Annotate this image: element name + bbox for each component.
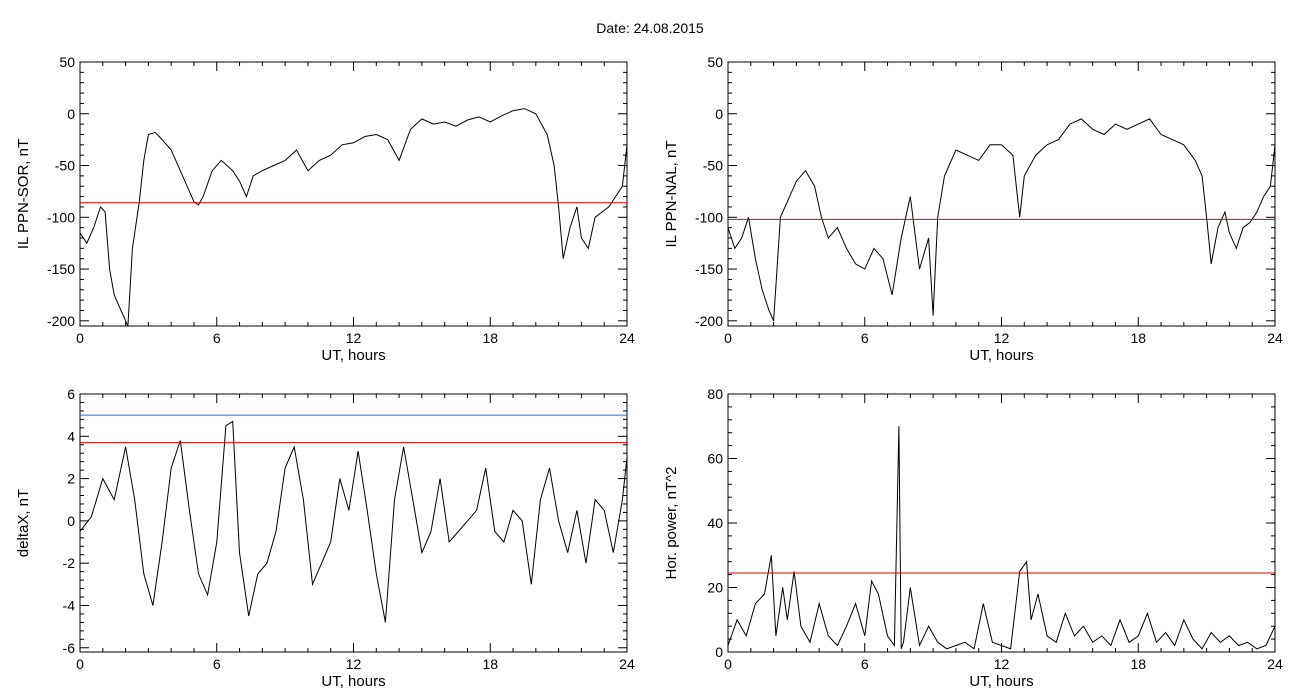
series-line: [80, 420, 627, 623]
x-tick-label: 12: [994, 656, 1010, 672]
series-group: [80, 420, 627, 623]
x-tick-label: 24: [619, 330, 635, 346]
x-tick-label: 6: [861, 330, 869, 346]
y-tick-label: -100: [47, 209, 75, 225]
y-tick-label: 50: [59, 54, 75, 70]
plot-frame: [79, 393, 628, 653]
plot-frame: [79, 61, 628, 327]
x-tick-label: 12: [994, 330, 1010, 346]
y-tick-label: -200: [47, 313, 75, 329]
x-tick-label: 18: [482, 656, 498, 672]
y-tick-label: 20: [707, 580, 723, 596]
series-group: [80, 108, 627, 326]
series-group: [728, 118, 1275, 322]
y-tick-label: -150: [695, 261, 723, 277]
panel-ppn-sor: 0 6 12 18 24 -200 -150 -100 -50 0 50 UT, hours IL PP…: [15, 54, 635, 364]
y-tick-label: 0: [715, 644, 723, 660]
series-line: [728, 426, 1275, 650]
y-tick-label: -50: [55, 158, 75, 174]
x-tick-label: 0: [724, 330, 732, 346]
plot-frame: [727, 393, 1276, 653]
x-tick-label: 0: [724, 656, 732, 672]
x-tick-label: 24: [619, 656, 635, 672]
y-tick-label: -200: [695, 313, 723, 329]
panel-hor-power: 0 6 12 18 24 0 20 40 60 80 UT, hours Hor. power, nT…: [663, 386, 1283, 690]
y-tick-label: 4: [67, 428, 75, 444]
x-axis-label: UT, hours: [321, 347, 385, 364]
x-tick-label: 12: [346, 330, 362, 346]
x-tick-label: 24: [1267, 330, 1283, 346]
page-title: Date: 24.08.2015: [596, 20, 704, 36]
y-tick-label: -150: [47, 261, 75, 277]
x-tick-label: 24: [1267, 656, 1283, 672]
y-tick-label: 40: [707, 515, 723, 531]
y-tick-label: 80: [707, 386, 723, 402]
x-axis-label: UT, hours: [969, 673, 1033, 690]
y-axis-label: IL PPN-SOR, nT: [15, 139, 32, 249]
y-tick-label: -2: [63, 555, 76, 571]
x-tick-label: 0: [76, 656, 84, 672]
y-tick-label: 60: [707, 451, 723, 467]
x-tick-label: 18: [482, 330, 498, 346]
x-axis-label: UT, hours: [321, 673, 385, 690]
series-line: [728, 118, 1275, 322]
x-tick-label: 6: [213, 656, 221, 672]
y-tick-label: -6: [63, 640, 76, 656]
series-group: [728, 426, 1275, 650]
y-tick-label: 0: [67, 513, 75, 529]
y-tick-label: 0: [67, 106, 75, 122]
x-tick-label: 12: [346, 656, 362, 672]
panel-ppn-nal: 0 6 12 18 24 -200 -150 -100 -50 0 50 UT, hours IL PP…: [663, 54, 1283, 364]
x-tick-label: 6: [213, 330, 221, 346]
y-tick-label: 50: [707, 54, 723, 70]
y-tick-label: -50: [703, 158, 723, 174]
x-tick-label: 18: [1130, 330, 1146, 346]
series-line: [80, 108, 627, 326]
y-tick-label: 0: [715, 106, 723, 122]
x-tick-label: 0: [76, 330, 84, 346]
y-tick-label: 2: [67, 471, 75, 487]
x-axis-label: UT, hours: [969, 347, 1033, 364]
y-axis-label: deltaX, nT: [15, 489, 32, 557]
plot-frame: [727, 61, 1276, 327]
y-axis-label: IL PPN-NAL, nT: [663, 141, 680, 248]
y-tick-label: -100: [695, 209, 723, 225]
x-tick-label: 6: [861, 656, 869, 672]
y-axis-label: Hor. power, nT^2: [663, 467, 680, 580]
y-tick-label: 6: [67, 386, 75, 402]
x-tick-label: 18: [1130, 656, 1146, 672]
y-tick-label: -4: [63, 597, 76, 613]
